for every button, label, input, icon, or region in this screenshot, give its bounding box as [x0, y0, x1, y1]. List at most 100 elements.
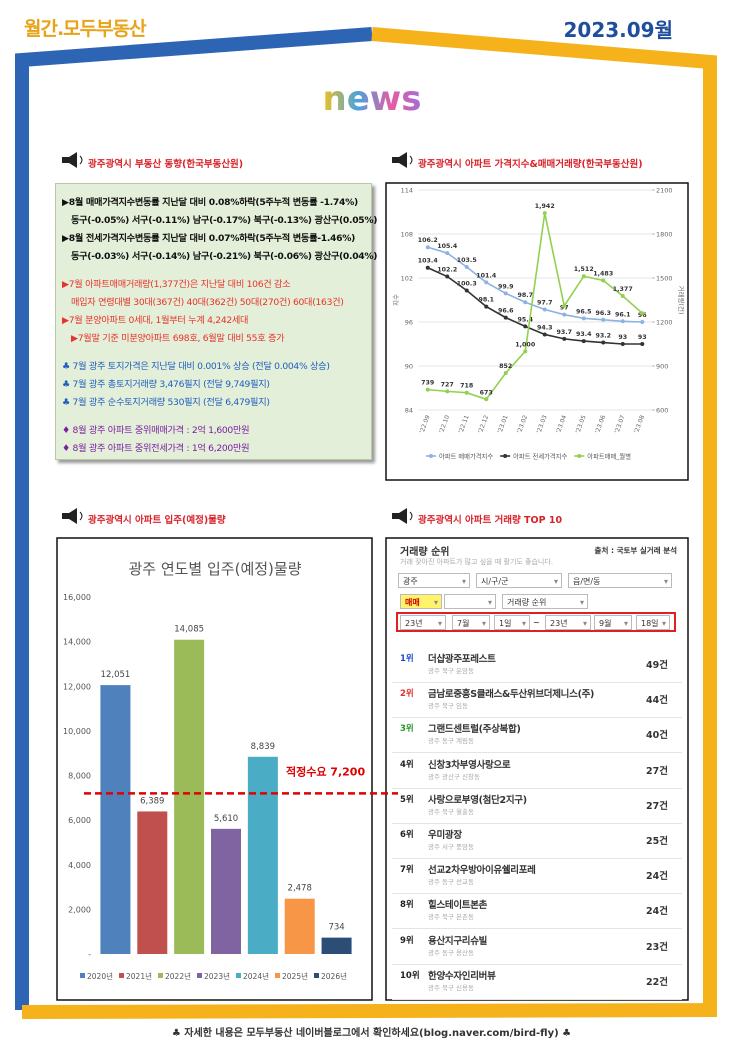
legend-label: 2024년	[243, 971, 269, 981]
ranking-row[interactable]: 5위 사랑으로부영(첨단2지구) 광주 북구 월출동 27건	[392, 789, 682, 824]
bar	[137, 811, 168, 954]
data-label: 100.3	[457, 280, 477, 287]
point	[464, 390, 469, 395]
megaphone-icon	[62, 152, 83, 168]
legend-label: 2025년	[282, 971, 308, 981]
chart-title: 광주 연도별 입주(예정)물량	[128, 560, 301, 578]
summary-line: ▶7월 분양아파트 0세대, 1월부터 누계 4,242세대	[62, 315, 249, 326]
point	[601, 317, 606, 322]
text-group: ▶8월 매매가격지수변동률 지난달 대비 0.08%하락(5주누적 변동률 -1…	[62, 194, 377, 266]
legend-label: 2026년	[321, 971, 347, 981]
data-label: 739	[421, 380, 434, 387]
megaphone-icon	[392, 508, 413, 524]
bar	[247, 756, 278, 954]
data-label: 12,051	[101, 670, 131, 680]
filter-dropdown[interactable]: 시/구/군	[476, 573, 562, 589]
point	[562, 303, 567, 308]
ranking-row[interactable]: 8위 힐스테이트본촌 광주 북구 본촌동 24건	[392, 894, 682, 930]
text-group: ♣ 7월 광주 토지가격은 지난달 대비 0.001% 상승 (전달 0.004…	[62, 358, 365, 412]
data-label: 95.4	[517, 316, 533, 323]
series-line	[427, 213, 643, 401]
apartment-name: 금남로중흥S클래스&두산위브더제니스(주)	[428, 689, 595, 701]
legend-swatch	[275, 973, 280, 978]
bar	[100, 685, 131, 954]
apartment-name: 선교2차우방아이유쉘리포레	[428, 865, 536, 877]
ranking-row[interactable]: 2위 금남로중흥S클래스&두산위브더제니스(주) 광주 북구 임동 44건	[392, 683, 682, 719]
deal-count: 23건	[646, 941, 668, 953]
ranking-row[interactable]: 1위 더샵광주포레스트 광주 북구 운암동 49건	[392, 648, 682, 683]
data-label: 673	[480, 389, 493, 396]
section-heading: 광주광역시 부동산 동향(한국부동산원)	[88, 159, 244, 170]
deal-count: 44건	[646, 695, 668, 707]
y2-tick-label: 1800	[656, 231, 673, 239]
data-label: 93	[618, 334, 627, 341]
y-tick-label: 2,000	[68, 905, 91, 914]
ranking-row[interactable]: 3위 그랜드센트럴(주상복합) 광주 동구 계림동 40건	[392, 718, 682, 754]
data-label: 96	[638, 312, 647, 319]
y-tick-label: 12,000	[63, 682, 91, 691]
date-dropdown[interactable]: 23년	[400, 615, 446, 631]
data-label: 93.2	[595, 333, 611, 340]
ranking-row[interactable]: 4위 신창3차부영사랑으로 광주 광산구 신창동 27건	[392, 754, 682, 789]
date-dropdown[interactable]: 1일	[494, 615, 530, 631]
rank: 9위	[400, 935, 414, 946]
location: 광주 북구 임동	[428, 702, 469, 711]
point	[425, 387, 430, 392]
y-tick-label: -	[88, 950, 91, 959]
filter-dropdown[interactable]: 광주	[398, 573, 470, 589]
filter-dropdown[interactable]	[444, 594, 496, 610]
point	[464, 288, 469, 293]
date-dropdown[interactable]: 7월	[452, 615, 490, 631]
ranking-row[interactable]: 7위 선교2차우방아이유쉘리포레 광주 동구 선교동 24건	[392, 859, 682, 895]
point	[484, 304, 489, 309]
point	[581, 339, 586, 344]
legend-label: 아파트매매_월별	[587, 452, 631, 461]
y-tick-label: 6,000	[68, 816, 91, 825]
rank: 4위	[400, 759, 414, 770]
deal-count: 40건	[646, 730, 668, 742]
data-label: 101.4	[476, 272, 497, 279]
megaphone-icon	[392, 152, 413, 168]
apartment-name: 더샵광주포레스트	[428, 654, 496, 665]
y2-tick-label: 2100	[656, 187, 673, 195]
bar	[211, 828, 241, 954]
legend-swatch	[119, 973, 124, 978]
summary-line: ♣ 7월 광주 순수토지거래량 530필지 (전달 6,479필지)	[62, 397, 270, 408]
data-label: 1,512	[574, 266, 594, 273]
point	[620, 342, 625, 346]
date-dropdown[interactable]: 18일	[636, 615, 670, 631]
deal-count: 24건	[646, 906, 668, 918]
location: 광주 동구 용산동	[428, 948, 474, 957]
megaphone-icon	[62, 508, 83, 524]
deal-count: 49건	[646, 660, 668, 671]
filter-dropdown[interactable]: 매매	[400, 594, 442, 610]
date-dropdown[interactable]: 23년	[545, 615, 591, 631]
ranking-row[interactable]: 9위 용산지구리슈빌 광주 동구 용산동 23건	[392, 930, 682, 965]
rank: 5위	[400, 794, 414, 805]
rank: 1위	[400, 654, 414, 664]
ranking-row[interactable]: 6위 우미광장 광주 서구 풍암동 25건	[392, 824, 682, 859]
filter-dropdown[interactable]: 거래량 순위	[502, 594, 588, 610]
y-tick-label: 96	[405, 319, 413, 327]
deal-count: 27건	[646, 800, 668, 812]
y-tick-label: 14,000	[63, 638, 91, 647]
point	[503, 291, 508, 296]
panel-title: 거래량 순위	[400, 547, 450, 558]
point	[640, 311, 645, 316]
point	[562, 312, 567, 317]
legend-swatch	[577, 454, 582, 458]
series-line	[427, 246, 643, 323]
date-dropdown[interactable]: 9월	[594, 615, 632, 631]
data-label: 106.2	[418, 237, 438, 244]
deal-count: 24건	[646, 871, 668, 883]
text-group: ♦ 8월 광주 아파트 중위매매가격 : 2억 1,600만원 ♦ 8월 광주 아…	[62, 422, 365, 458]
news-logo: news	[323, 79, 422, 119]
point	[620, 319, 625, 324]
filter-dropdown[interactable]: 읍/면/동	[568, 573, 672, 589]
ranking-row[interactable]: 10위 한양수자인리버뷰 광주 북구 신용동 22건	[392, 965, 682, 1000]
legend-swatch	[314, 973, 319, 978]
apartment-name: 그랜드센트럴(주상복합)	[428, 724, 521, 736]
data-label: 102.2	[437, 267, 457, 274]
data-label: 98.7	[517, 292, 533, 299]
